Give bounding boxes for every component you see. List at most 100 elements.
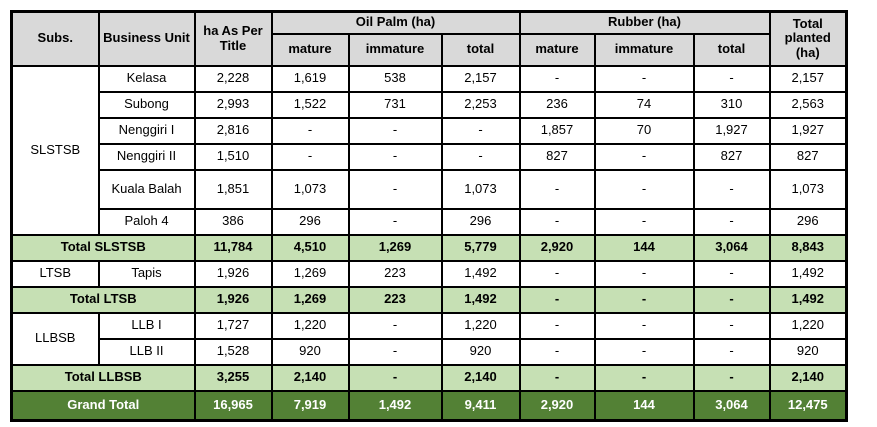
cell-ha-title: 1,926: [193, 259, 273, 288]
cell-op-mature: 1,073: [270, 168, 350, 210]
row-grand-total: Grand Total 16,965 7,919 1,492 9,411 2,9…: [10, 389, 848, 422]
cell-total-planted: 1,073: [768, 168, 848, 210]
row-total-llbsb: Total LLBSB 3,255 2,140 - 2,140 - - - 2,…: [10, 363, 848, 392]
header-subs: Subs.: [10, 10, 100, 67]
cell-ha-title: 1,528: [193, 337, 273, 366]
cell-ha-title: 1,926: [193, 285, 273, 314]
cell-r-total: -: [692, 285, 771, 314]
cell-op-mature: 4,510: [270, 233, 350, 262]
cell-op-total: 2,157: [440, 64, 521, 93]
cell-total-label: Total SLSTSB: [10, 233, 196, 262]
header-business-unit: Business Unit: [97, 10, 196, 67]
cell-r-mature: 2,920: [518, 233, 596, 262]
cell-op-immature: 731: [347, 90, 443, 119]
cell-r-mature: 827: [518, 142, 596, 171]
cell-r-mature: 2,920: [518, 389, 596, 422]
header-row-groups: Subs. Business Unit ha As Per Title Oil …: [10, 10, 848, 67]
cell-r-mature: -: [518, 311, 596, 340]
cell-subs-group-ltsb: LTSB: [10, 259, 100, 288]
cell-op-immature: 223: [347, 285, 443, 314]
cell-op-mature: -: [270, 116, 350, 145]
cell-r-total: 3,064: [692, 233, 771, 262]
cell-op-total: -: [440, 116, 521, 145]
cell-op-total: 920: [440, 337, 521, 366]
row-llb-1: LLBSB LLB I 1,727 1,220 - 1,220 - - - 1,…: [10, 311, 848, 366]
cell-total-planted: 1,927: [768, 116, 848, 145]
cell-op-immature: -: [347, 363, 443, 392]
cell-op-total: 5,779: [440, 233, 521, 262]
cell-r-total: -: [692, 363, 771, 392]
cell-unit: Subong: [97, 90, 196, 119]
cell-r-total: -: [692, 64, 771, 93]
cell-op-immature: 538: [347, 64, 443, 93]
cell-r-total: -: [692, 259, 771, 288]
cell-op-immature: 1,492: [347, 389, 443, 422]
plantation-area-table: Subs. Business Unit ha As Per Title Oil …: [10, 10, 848, 422]
cell-op-total: 1,492: [440, 259, 521, 288]
header-op-immature: immature: [347, 32, 443, 67]
cell-op-total: -: [440, 142, 521, 171]
cell-op-total: 296: [440, 207, 521, 236]
cell-total-planted: 8,843: [768, 233, 848, 262]
cell-r-immature: -: [593, 285, 695, 314]
cell-r-immature: -: [593, 168, 695, 210]
cell-unit: Kuala Balah: [97, 168, 196, 210]
cell-r-total: 1,927: [692, 116, 771, 145]
row-nenggiri-1: Nenggiri I 2,816 - - - 1,857 70 1,927 1,…: [12, 116, 848, 145]
cell-r-mature: -: [518, 285, 596, 314]
header-op-mature: mature: [270, 32, 350, 67]
cell-op-immature: -: [347, 116, 443, 145]
cell-r-mature: -: [518, 168, 596, 210]
header-r-total: total: [692, 32, 771, 67]
cell-op-total: 1,073: [440, 168, 521, 210]
cell-r-immature: -: [593, 311, 695, 340]
row-paloh-4: Paloh 4 386 296 - 296 - - - 296: [12, 207, 848, 236]
cell-r-immature: 144: [593, 233, 695, 262]
row-kuala-balah: Kuala Balah 1,851 1,073 - 1,073 - - - 1,…: [12, 168, 848, 210]
cell-op-immature: -: [347, 207, 443, 236]
cell-op-mature: -: [270, 142, 350, 171]
cell-r-total: -: [692, 168, 771, 210]
cell-op-mature: 2,140: [270, 363, 350, 392]
cell-r-immature: -: [593, 363, 695, 392]
header-r-immature: immature: [593, 32, 695, 67]
cell-ha-title: 1,510: [193, 142, 273, 171]
cell-unit: Nenggiri II: [97, 142, 196, 171]
cell-r-immature: 144: [593, 389, 695, 422]
row-subong: Subong 2,993 1,522 731 2,253 236 74 310 …: [12, 90, 848, 119]
cell-op-immature: 1,269: [347, 233, 443, 262]
cell-unit: Kelasa: [97, 64, 196, 93]
cell-subs-group-llbsb: LLBSB: [10, 311, 100, 366]
cell-op-mature: 1,522: [270, 90, 350, 119]
cell-op-mature: 7,919: [270, 389, 350, 422]
cell-total-planted: 920: [768, 337, 848, 366]
cell-op-mature: 1,619: [270, 64, 350, 93]
header-oil-palm-group: Oil Palm (ha): [270, 10, 521, 35]
cell-total-planted: 1,492: [768, 285, 848, 314]
cell-ha-title: 2,816: [193, 116, 273, 145]
cell-op-immature: -: [347, 337, 443, 366]
header-ha-as-per-title: ha As Per Title: [193, 10, 273, 67]
cell-total-planted: 1,220: [768, 311, 848, 340]
cell-r-immature: -: [593, 142, 695, 171]
cell-op-mature: 1,220: [270, 311, 350, 340]
cell-r-mature: -: [518, 337, 596, 366]
cell-r-immature: -: [593, 207, 695, 236]
cell-ha-title: 386: [193, 207, 273, 236]
cell-r-immature: -: [593, 64, 695, 93]
cell-total-label: Total LLBSB: [10, 363, 196, 392]
cell-r-total: 310: [692, 90, 771, 119]
cell-op-total: 2,253: [440, 90, 521, 119]
cell-total-planted: 12,475: [768, 389, 848, 422]
row-llb-2: LLB II 1,528 920 - 920 - - - 920: [12, 337, 848, 366]
cell-unit: Nenggiri I: [97, 116, 196, 145]
cell-op-mature: 1,269: [270, 285, 350, 314]
cell-ha-title: 1,727: [193, 311, 273, 340]
cell-unit: LLB I: [97, 311, 196, 340]
cell-ha-title: 11,784: [193, 233, 273, 262]
cell-subs-group-slstsb: SLSTSB: [10, 64, 100, 236]
cell-r-mature: -: [518, 259, 596, 288]
cell-r-total: 3,064: [692, 389, 771, 422]
cell-total-planted: 1,492: [768, 259, 848, 288]
